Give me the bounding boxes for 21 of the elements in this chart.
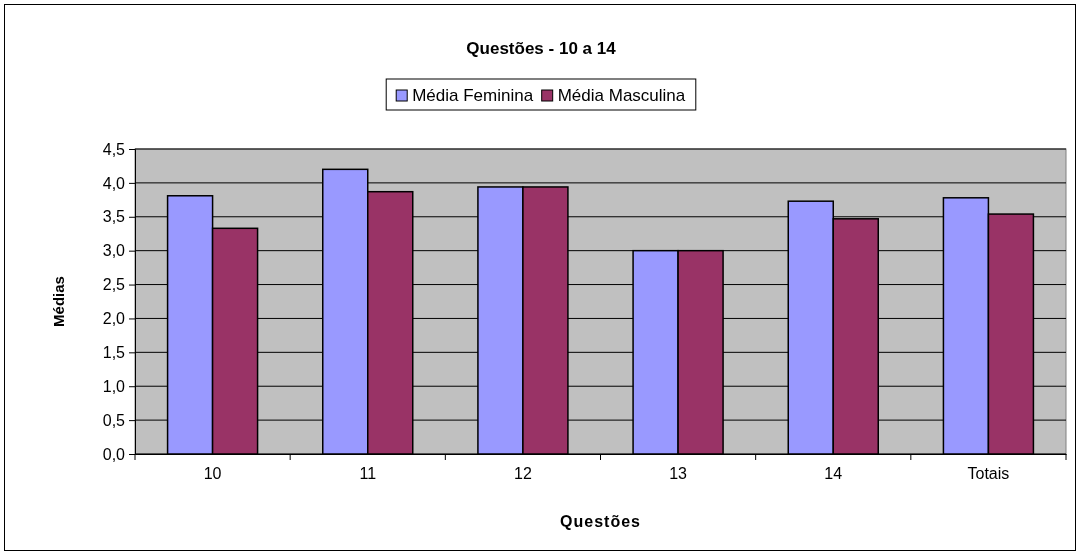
y-tick-label: 4,5 xyxy=(102,140,126,158)
y-tick-label: 2,5 xyxy=(102,276,126,294)
legend-label: Média Masculina xyxy=(557,86,686,105)
legend-label: Média Feminina xyxy=(412,86,534,105)
y-tick-label: 0,5 xyxy=(102,411,126,429)
y-tick-label: 0,0 xyxy=(102,445,126,463)
x-tick-label: 12 xyxy=(514,465,532,483)
x-tick-label: 10 xyxy=(203,465,222,483)
x-tick-label: 11 xyxy=(359,465,377,483)
x-axis-title: Questões xyxy=(560,513,641,530)
y-tick-label: 2,0 xyxy=(102,310,126,328)
y-tick-label: 3,5 xyxy=(102,208,126,226)
chart-title: Questões - 10 a 14 xyxy=(466,39,617,58)
x-tick-label: 14 xyxy=(824,465,843,483)
y-tick-label: 1,0 xyxy=(102,377,126,395)
x-tick-label: 13 xyxy=(669,465,688,483)
y-axis-title: Médias xyxy=(50,276,67,327)
x-tick-label: Totais xyxy=(967,465,1010,483)
y-tick-label: 3,0 xyxy=(102,242,126,260)
y-tick-label: 1,5 xyxy=(102,343,126,361)
y-tick-label: 4,0 xyxy=(102,174,126,192)
